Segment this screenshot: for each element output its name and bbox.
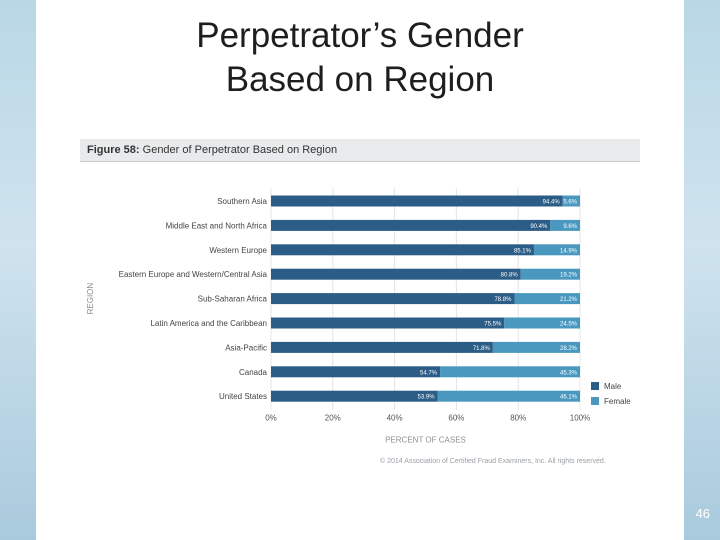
female-value-label: 28.2% bbox=[560, 346, 578, 352]
male-value-label: 85.1% bbox=[514, 248, 532, 254]
male-bar bbox=[271, 390, 438, 402]
male-value-label: 94.4% bbox=[543, 200, 561, 206]
region-label: Sub-Saharan Africa bbox=[198, 295, 268, 304]
female-value-label: 24.5% bbox=[560, 322, 578, 328]
male-value-label: 80.8% bbox=[501, 273, 519, 279]
x-axis-title: PERCENT OF CASES bbox=[385, 436, 466, 445]
female-bar bbox=[514, 293, 580, 305]
male-bar bbox=[271, 195, 563, 207]
copyright-notice: © 2014 Association of Certified Fraud Ex… bbox=[380, 458, 606, 465]
male-value-label: 90.4% bbox=[530, 224, 548, 230]
female-bar bbox=[562, 195, 580, 207]
gender-by-region-chart: Southern Asia 94.4% 5.6% Middle East and No… bbox=[86, 188, 631, 445]
male-bar bbox=[271, 341, 493, 353]
male-bar bbox=[271, 268, 521, 280]
x-tick-label: 60% bbox=[448, 414, 464, 423]
female-value-label: 21.2% bbox=[560, 297, 578, 303]
right-decorative-bar bbox=[684, 0, 720, 540]
region-label: United States bbox=[219, 392, 267, 401]
figure-caption: Gender of Perpetrator Based on Region bbox=[142, 144, 338, 156]
legend-swatch bbox=[591, 382, 599, 390]
female-bar bbox=[504, 317, 580, 329]
male-value-label: 53.9% bbox=[418, 395, 436, 401]
region-label: Asia-Pacific bbox=[225, 343, 267, 352]
female-bar bbox=[437, 390, 580, 402]
x-tick-label: 20% bbox=[325, 414, 341, 423]
x-tick-label: 100% bbox=[570, 414, 590, 423]
y-axis-title: REGION bbox=[86, 283, 95, 315]
female-bar bbox=[440, 366, 580, 378]
female-bar bbox=[550, 219, 580, 231]
male-bar bbox=[271, 293, 515, 305]
region-label: Canada bbox=[239, 368, 268, 377]
legend-label: Female bbox=[604, 397, 631, 406]
female-value-label: 14.9% bbox=[560, 248, 578, 254]
male-value-label: 71.8% bbox=[473, 346, 491, 352]
female-value-label: 45.3% bbox=[560, 370, 578, 376]
figure-header: Figure 58: Gender of Perpetrator Based o… bbox=[80, 139, 640, 162]
page-number: 46 bbox=[695, 506, 710, 521]
slide-title: Perpetrator’s Gender Based on Region bbox=[130, 14, 590, 102]
slide-title-line-2: Based on Region bbox=[225, 60, 495, 99]
left-decorative-bar bbox=[0, 0, 36, 540]
female-value-label: 19.2% bbox=[560, 273, 578, 279]
legend-swatch bbox=[591, 397, 599, 405]
x-tick-label: 80% bbox=[510, 414, 526, 423]
female-bar bbox=[492, 341, 580, 353]
male-value-label: 54.7% bbox=[420, 370, 438, 376]
figure-label: Figure 58: bbox=[87, 144, 140, 156]
male-value-label: 78.8% bbox=[494, 297, 512, 303]
region-label: Latin America and the Caribbean bbox=[150, 319, 267, 328]
female-value-label: 46.1% bbox=[560, 395, 578, 401]
x-tick-label: 0% bbox=[265, 414, 277, 423]
female-value-label: 9.6% bbox=[563, 224, 577, 230]
legend-label: Male bbox=[604, 382, 622, 391]
region-label: Middle East and North Africa bbox=[166, 221, 268, 230]
male-bar bbox=[271, 219, 551, 231]
male-bar bbox=[271, 366, 441, 378]
female-bar bbox=[533, 244, 580, 256]
male-bar bbox=[271, 244, 534, 256]
female-value-label: 5.6% bbox=[563, 200, 577, 206]
x-tick-label: 40% bbox=[387, 414, 403, 423]
region-label: Western Europe bbox=[209, 246, 267, 255]
male-value-label: 75.5% bbox=[484, 322, 502, 328]
male-bar bbox=[271, 317, 505, 329]
region-label: Southern Asia bbox=[217, 197, 267, 206]
female-bar bbox=[520, 268, 580, 280]
slide-title-line-1: Perpetrator’s Gender bbox=[196, 16, 524, 55]
region-label: Eastern Europe and Western/Central Asia bbox=[119, 270, 268, 279]
